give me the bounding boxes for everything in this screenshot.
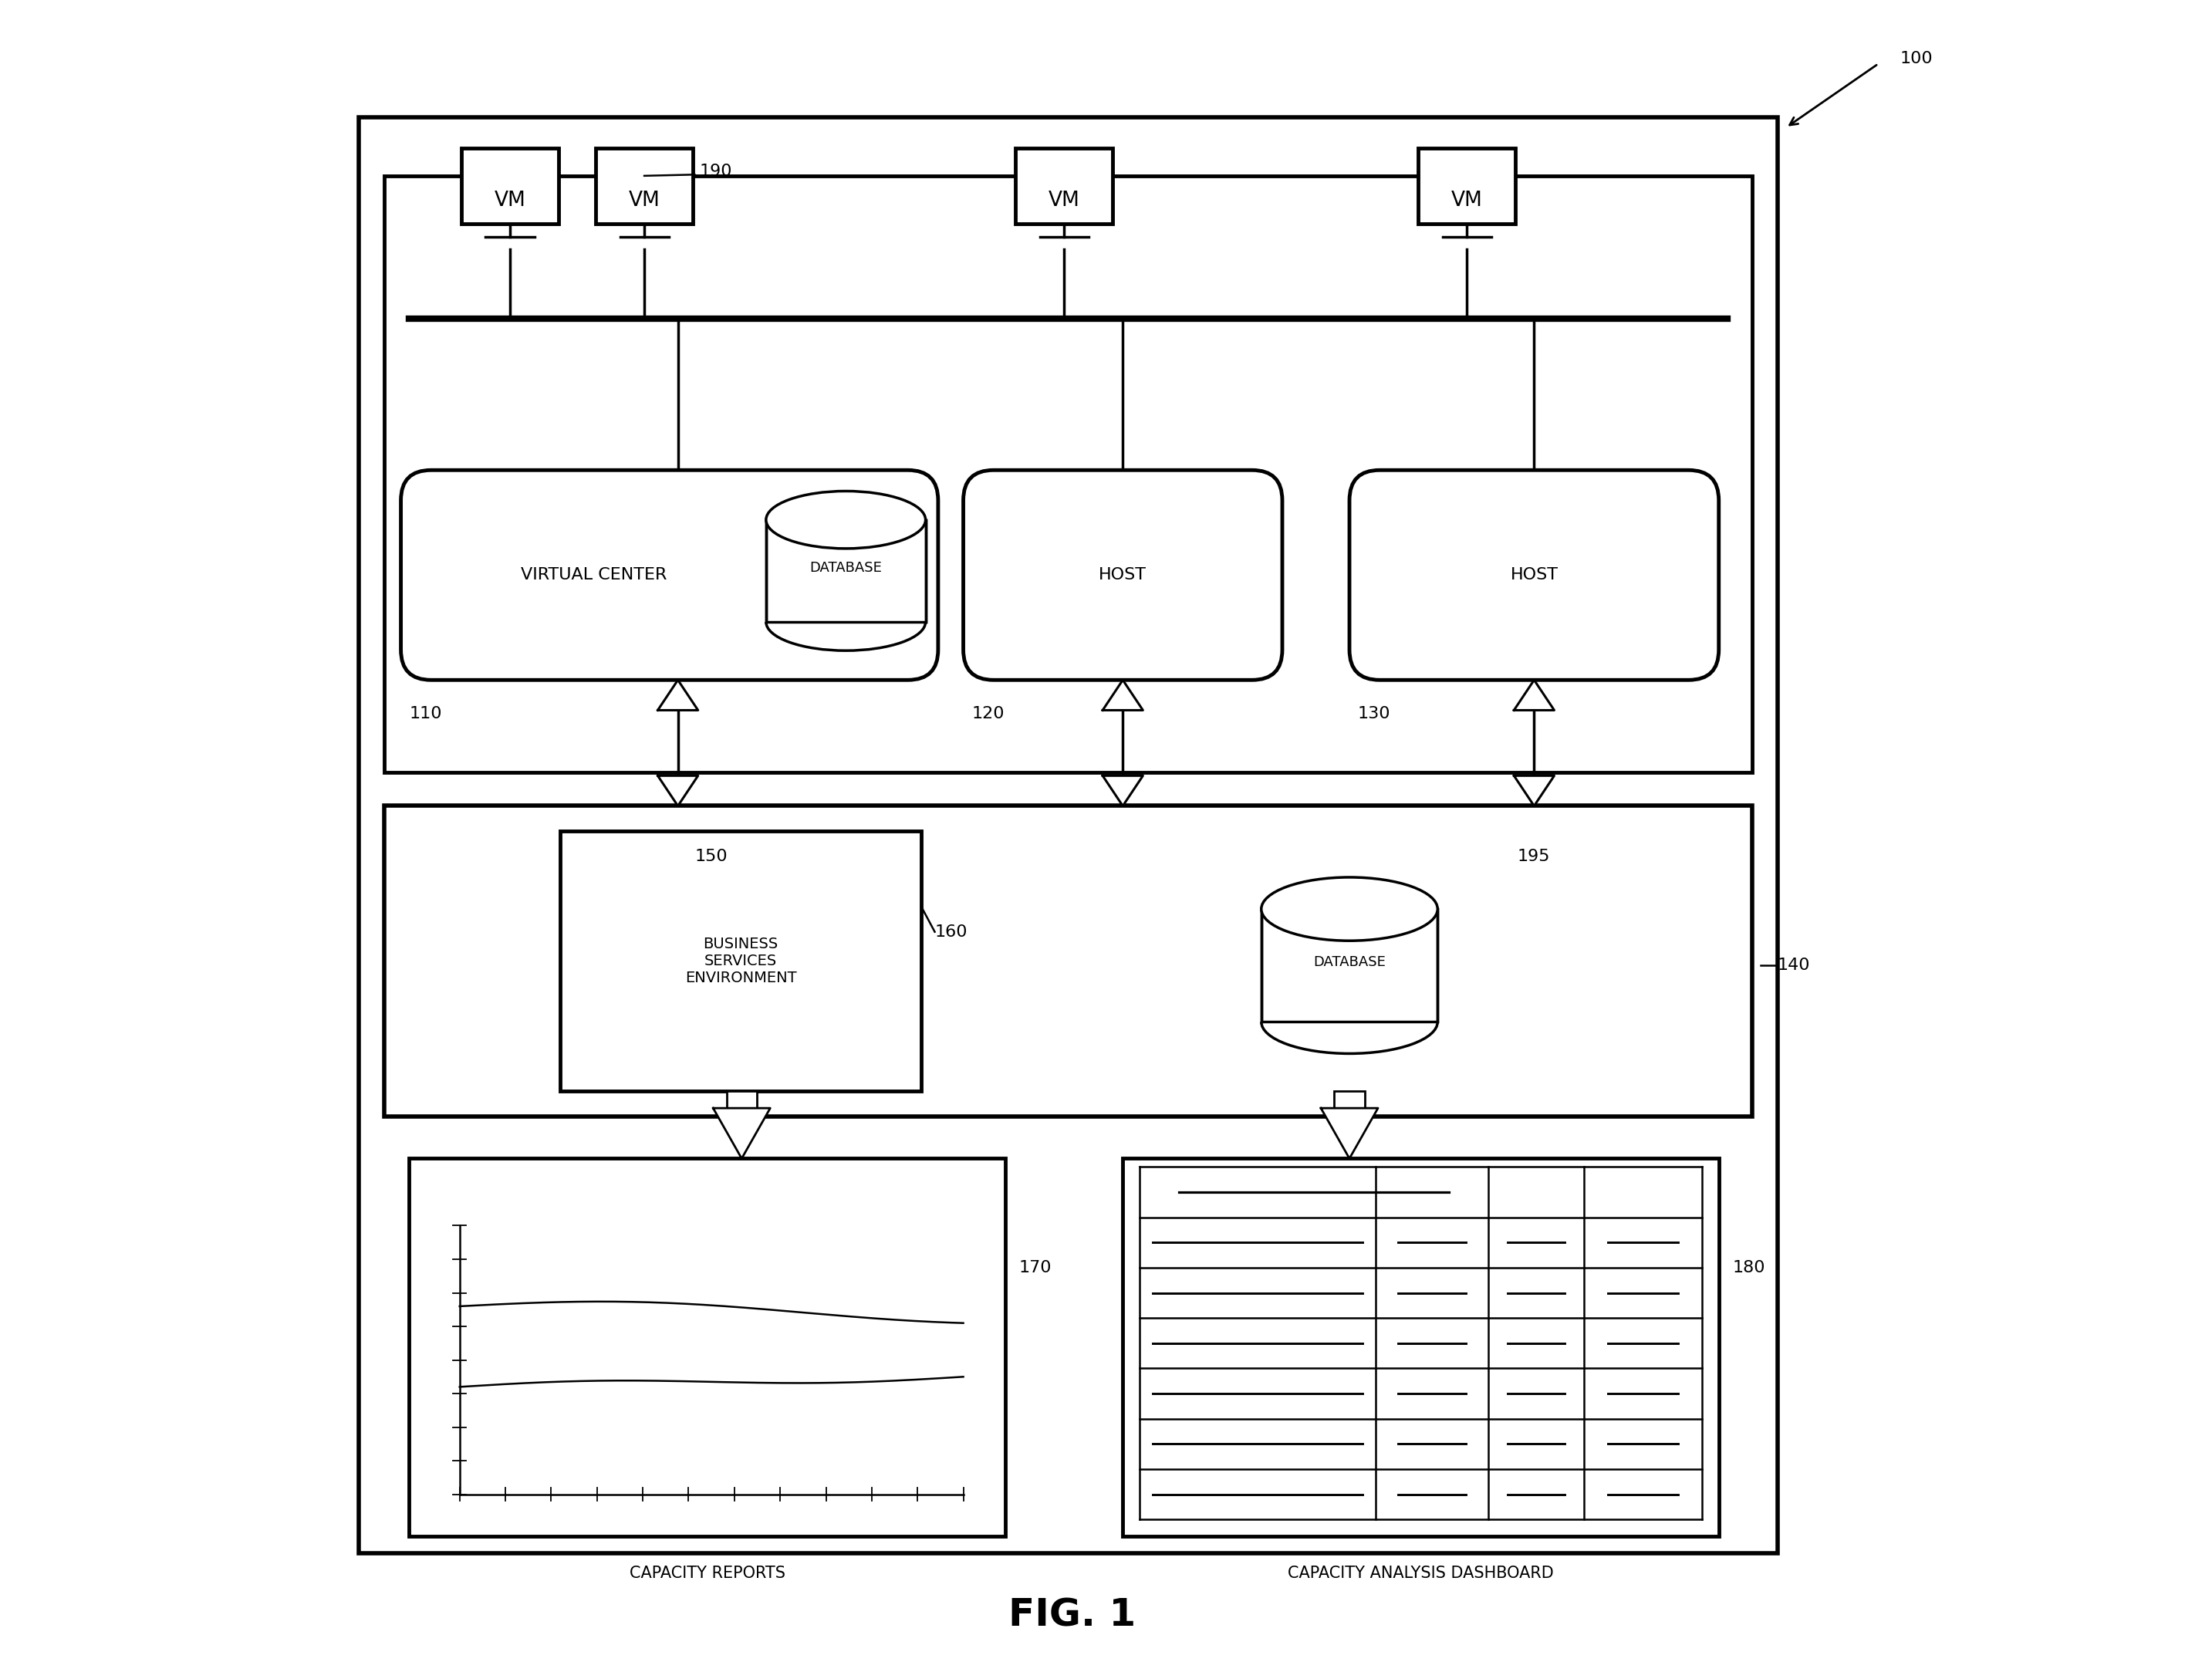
Text: HOST: HOST	[1099, 568, 1146, 583]
Text: 110: 110	[409, 705, 442, 722]
Text: VM: VM	[493, 190, 526, 210]
Text: 180: 180	[1732, 1259, 1765, 1276]
Polygon shape	[1513, 776, 1555, 806]
Text: VM: VM	[1451, 190, 1482, 210]
FancyBboxPatch shape	[400, 470, 938, 680]
Bar	[358, 118, 1778, 1553]
Text: FIG. 1: FIG. 1	[1009, 1597, 1137, 1634]
Text: 100: 100	[1900, 50, 1933, 67]
Bar	[726, 1091, 757, 1108]
Polygon shape	[1321, 1108, 1378, 1159]
Text: 120: 120	[971, 705, 1004, 722]
Bar	[1334, 1091, 1365, 1108]
Bar	[560, 831, 922, 1091]
Polygon shape	[1102, 776, 1144, 806]
Text: 130: 130	[1358, 705, 1391, 722]
FancyBboxPatch shape	[1349, 470, 1719, 680]
Bar	[1015, 148, 1113, 223]
Polygon shape	[657, 776, 699, 806]
Text: VM: VM	[628, 190, 659, 210]
Bar	[1261, 908, 1438, 1023]
Text: HOST: HOST	[1511, 568, 1557, 583]
Polygon shape	[1102, 680, 1144, 710]
Polygon shape	[1513, 680, 1555, 710]
Text: 160: 160	[936, 923, 967, 940]
Text: CAPACITY REPORTS: CAPACITY REPORTS	[630, 1565, 785, 1582]
Bar	[765, 520, 925, 621]
Text: 195: 195	[1517, 848, 1551, 865]
Text: 170: 170	[1020, 1259, 1051, 1276]
Text: 190: 190	[699, 163, 732, 180]
Text: BUSINESS
SERVICES
ENVIRONMENT: BUSINESS SERVICES ENVIRONMENT	[686, 937, 796, 986]
Text: VIRTUAL CENTER: VIRTUAL CENTER	[520, 568, 668, 583]
Bar	[1418, 148, 1515, 223]
Text: VM: VM	[1048, 190, 1079, 210]
Bar	[385, 176, 1752, 772]
Bar	[409, 1159, 1004, 1536]
Ellipse shape	[1261, 876, 1438, 940]
Bar	[595, 148, 692, 223]
Text: DATABASE: DATABASE	[810, 561, 883, 574]
FancyBboxPatch shape	[962, 470, 1283, 680]
Text: DATABASE: DATABASE	[1314, 955, 1385, 969]
Text: CAPACITY ANALYSIS DASHBOARD: CAPACITY ANALYSIS DASHBOARD	[1287, 1565, 1553, 1582]
Bar	[1124, 1159, 1719, 1536]
Text: 150: 150	[695, 848, 728, 865]
Text: 140: 140	[1778, 957, 1809, 974]
Polygon shape	[657, 680, 699, 710]
Polygon shape	[712, 1108, 770, 1159]
Bar	[462, 148, 560, 223]
Ellipse shape	[765, 490, 925, 549]
Bar	[385, 806, 1752, 1117]
